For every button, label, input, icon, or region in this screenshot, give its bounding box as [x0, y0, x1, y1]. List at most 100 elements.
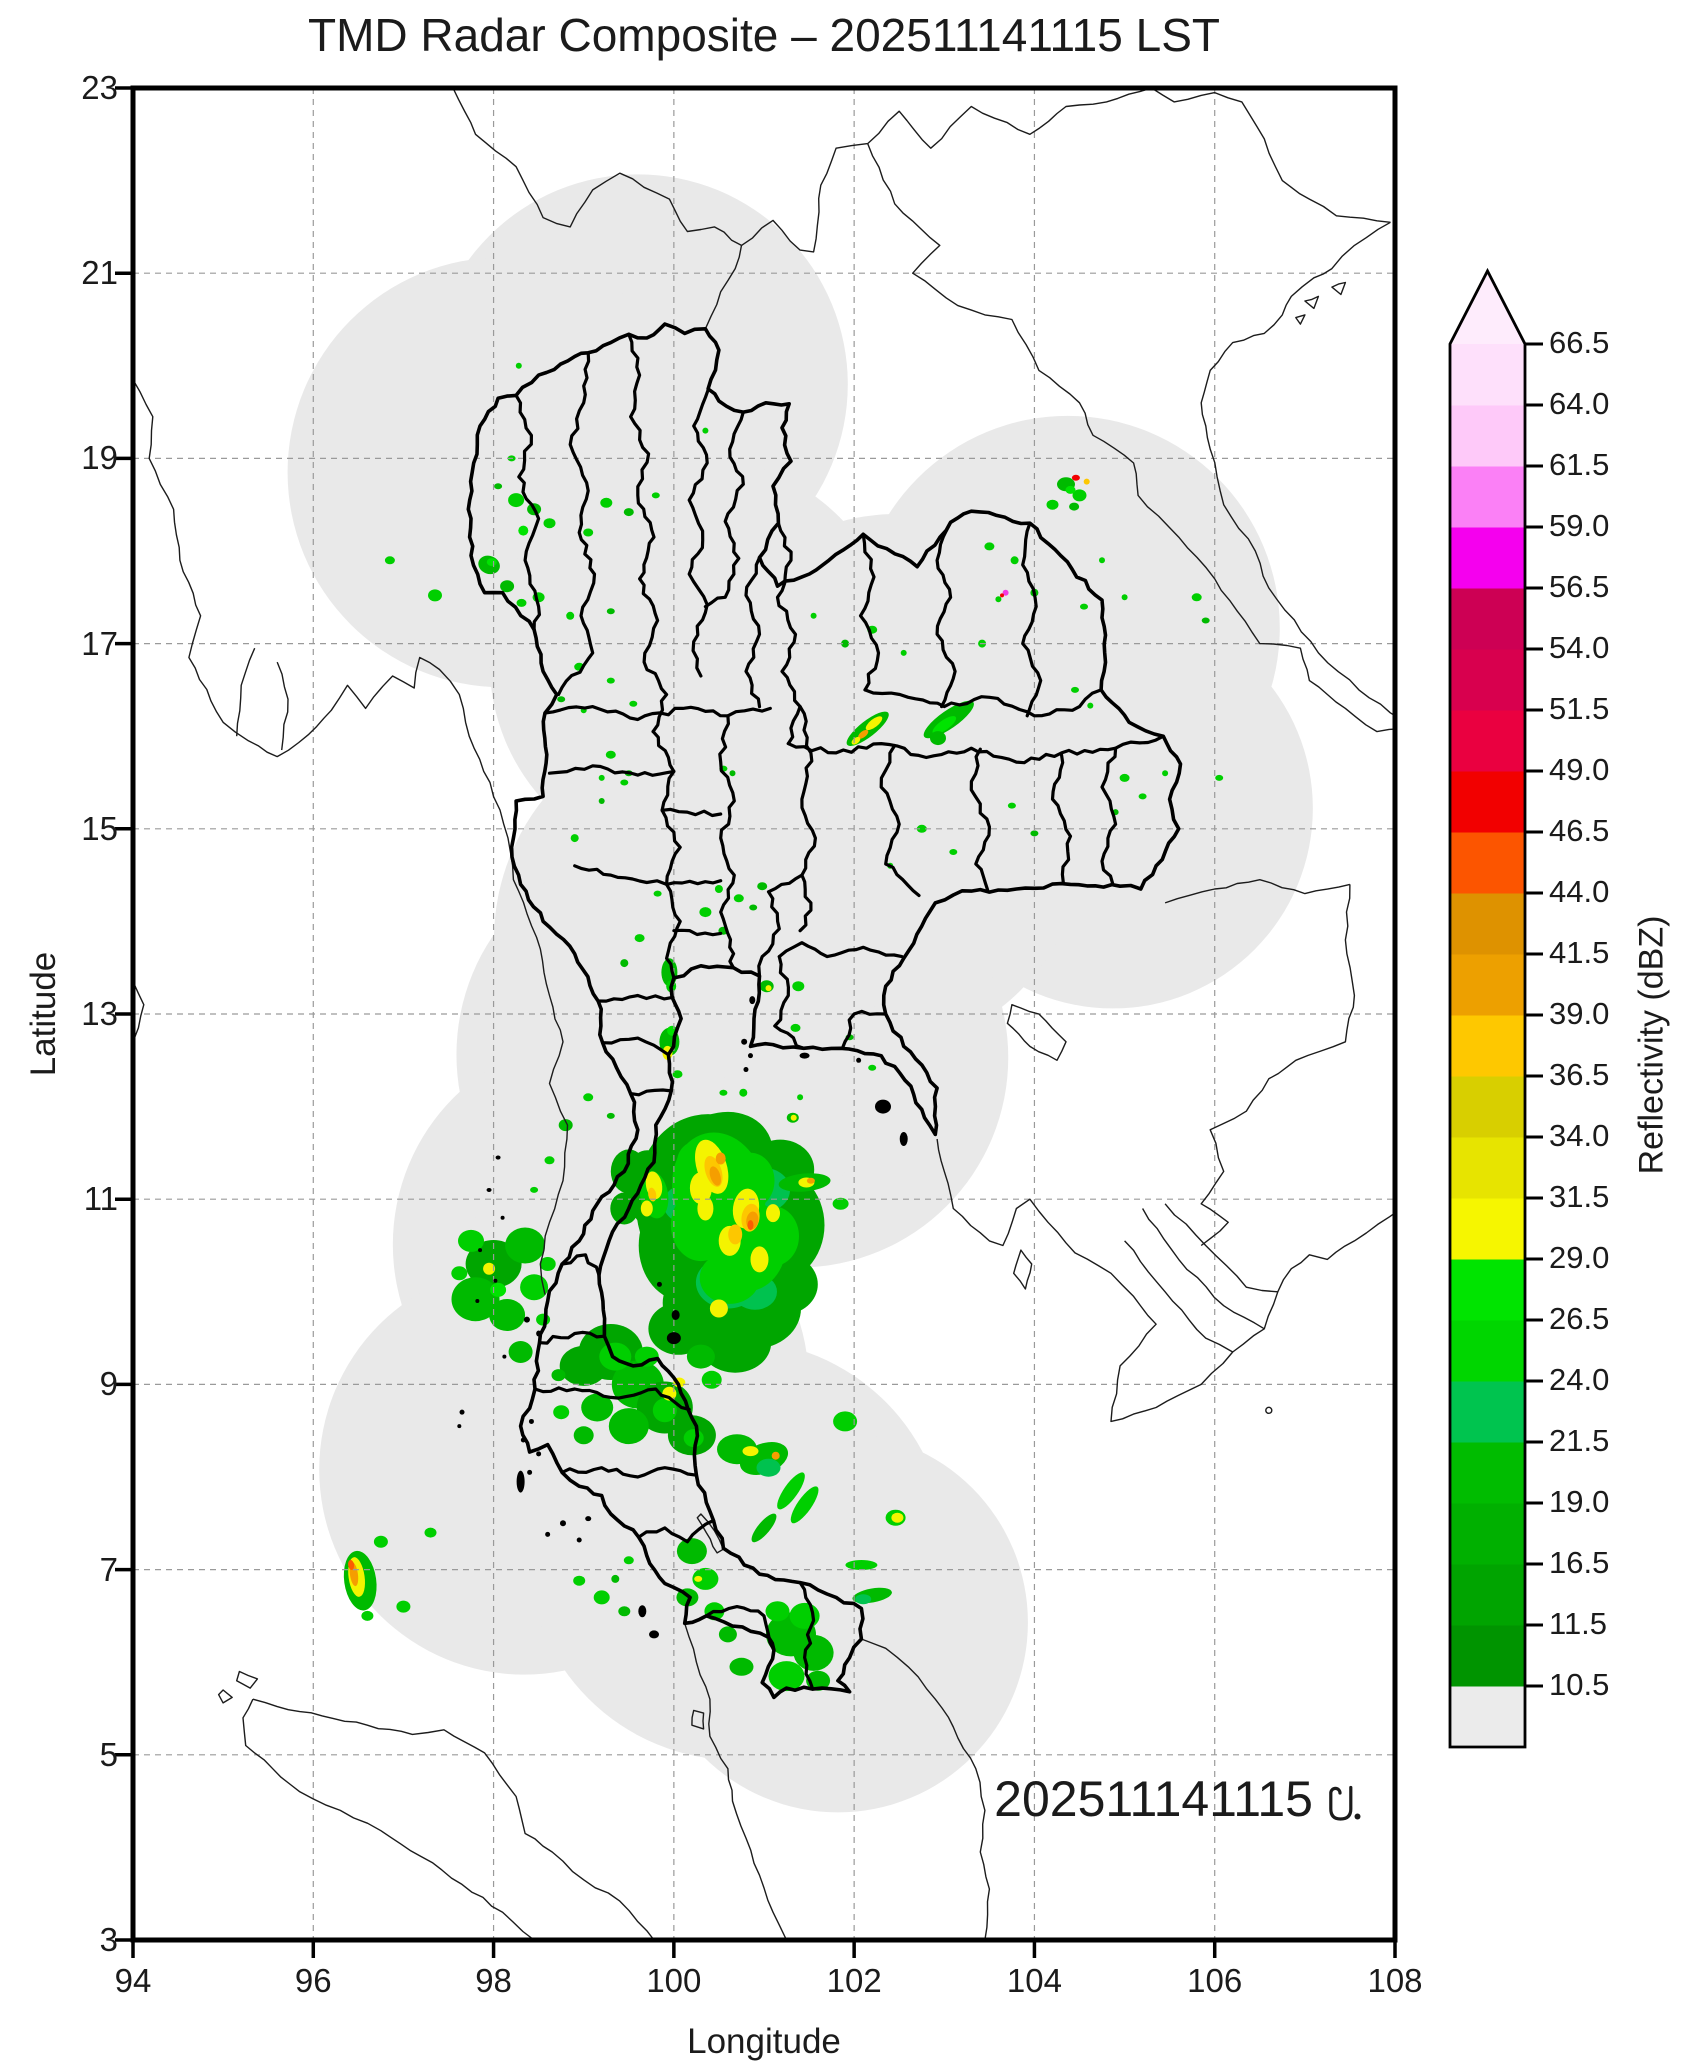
x-tick-label: 104: [1006, 1962, 1062, 1999]
echo-blob: [581, 1393, 614, 1422]
thailand-outline: [466, 322, 1183, 1700]
y-tick-label: 19: [81, 439, 118, 477]
echo-blob: [845, 1560, 878, 1570]
radar-coverage-layer: [287, 174, 1313, 1813]
echo-blob: [1000, 593, 1004, 598]
coastline-hl3: [1295, 314, 1306, 325]
timestamp-digits: 202511141115: [994, 1771, 1313, 1827]
colorbar-segment: [1450, 588, 1525, 650]
colorbar-tick-label: 21.5: [1549, 1423, 1610, 1458]
colorbar-tick-label: 36.5: [1549, 1057, 1610, 1092]
province-boundary: [863, 688, 1103, 718]
colorbar-segment: [1450, 1015, 1525, 1077]
colorbar-tick-label: 44.0: [1549, 874, 1610, 909]
province-boundary: [596, 993, 675, 1003]
colorbar-tick-label: 41.5: [1549, 935, 1610, 970]
colorbar-tick-label: 46.5: [1549, 813, 1610, 848]
echo-blob: [676, 1538, 707, 1565]
province-boundary: [935, 520, 957, 709]
island: [559, 1520, 566, 1527]
colorbar-tick-label: 49.0: [1549, 752, 1610, 787]
echo-blob: [505, 1227, 546, 1264]
province-boundary: [757, 873, 804, 978]
echo-blob: [610, 1149, 647, 1194]
colorbar: [1448, 267, 1543, 1749]
echo-blob: [1191, 593, 1202, 602]
colorbar-tick-label: 34.0: [1549, 1118, 1610, 1153]
echo-blob: [516, 598, 527, 607]
province-boundary: [573, 864, 669, 886]
province-boundary: [840, 1009, 887, 1050]
colorbar-segment: [1450, 1564, 1525, 1626]
colorbar-tick-label: 26.5: [1549, 1301, 1610, 1336]
island: [528, 1418, 534, 1424]
colorbar-tick-label: 59.0: [1549, 508, 1610, 543]
echo-blob: [777, 1472, 805, 1510]
x-tick-label: 94: [114, 1962, 152, 1999]
island: [874, 1099, 891, 1114]
colorbar-tick-label: 54.0: [1549, 630, 1610, 665]
province-boundary: [858, 532, 881, 692]
echo-blob: [765, 1601, 790, 1622]
province-boundary: [704, 1605, 776, 1652]
echo-blob: [373, 1535, 388, 1548]
colorbar-segment: [1450, 1259, 1525, 1321]
island: [856, 1057, 862, 1063]
colorbar-under-segment: [1450, 1686, 1525, 1747]
echo-blob: [699, 1251, 760, 1304]
echo-blob: [620, 779, 629, 786]
province-boundary: [665, 879, 723, 886]
echo-blob: [790, 1486, 819, 1524]
colorbar-tick-label: 64.0: [1549, 386, 1610, 421]
echo-blob: [634, 1346, 659, 1367]
echo-blob: [600, 497, 613, 508]
province-boundary: [879, 743, 921, 898]
island: [527, 1469, 533, 1475]
echo-blob: [583, 1093, 594, 1102]
echo-blob: [651, 492, 660, 499]
province-boundary: [637, 1518, 716, 1544]
coastline-laVn: [867, 143, 1395, 733]
echo-blob: [949, 849, 958, 855]
echo-blob: [702, 427, 709, 434]
echo-blob: [648, 1302, 709, 1355]
echo-blob: [551, 1369, 566, 1382]
colorbar-tick-label: 24.0: [1549, 1362, 1610, 1397]
island: [741, 1038, 748, 1045]
echo-blob: [361, 1610, 374, 1621]
coastline-d1: [236, 647, 256, 737]
x-tick-label: 108: [1367, 1962, 1423, 1999]
echo-blob: [751, 1513, 777, 1543]
echo-blob: [483, 1262, 496, 1275]
province-boundary: [703, 410, 745, 609]
colorbar-segment: [1450, 527, 1525, 589]
colorbar-segment: [1450, 1381, 1525, 1443]
coastline-d2: [276, 661, 289, 751]
echo-blob: [810, 612, 817, 619]
coastline-weh: [236, 1670, 259, 1689]
echo-blob: [583, 528, 594, 537]
echo-blob: [709, 1299, 728, 1318]
province-boundary: [969, 747, 991, 892]
coastline-topW: [452, 88, 1152, 253]
province-boundary: [651, 730, 682, 980]
island: [457, 1424, 462, 1429]
island: [638, 1605, 647, 1618]
echo-blob: [697, 1196, 714, 1221]
province-boundary: [537, 1330, 606, 1345]
coastline-dd1: [1164, 1203, 1278, 1293]
echo-blob: [1030, 830, 1039, 837]
echo-blob: [543, 518, 556, 529]
echo-blob: [623, 1556, 634, 1565]
province-boundary: [560, 1253, 601, 1277]
echo-blob: [518, 525, 529, 536]
echo-blob: [672, 1070, 683, 1079]
island: [523, 1316, 530, 1323]
island: [502, 1354, 507, 1359]
echo-blob: [500, 580, 515, 593]
echo-blob: [573, 1426, 594, 1445]
y-tick-label: 9: [99, 1365, 118, 1403]
echo-blob: [1083, 478, 1090, 485]
colorbar-over-arrow: [1450, 271, 1525, 344]
echo-blob: [765, 985, 772, 992]
